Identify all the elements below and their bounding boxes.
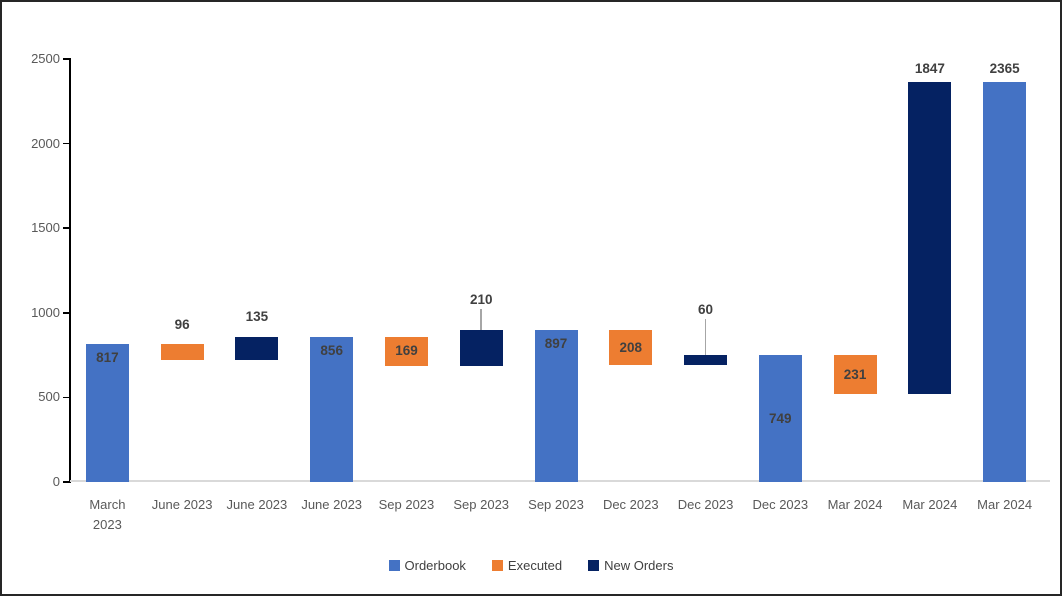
x-axis-category-label: June 2023 [136,495,228,515]
bar-value-label: 169 [395,343,418,359]
x-axis-category-line: June 2023 [151,497,213,512]
y-axis-line [69,58,71,483]
bar-orderbook [310,337,354,482]
label-leader-line [480,309,482,331]
bar-value-label: 210 [469,292,493,308]
bar-value-label: 208 [619,339,643,355]
x-axis-category-label: Mar 2024 [959,495,1051,515]
bar-value-label: 1847 [914,60,945,76]
label-leader-line [704,319,707,356]
bar-executed [384,337,428,366]
x-axis-category-label: June 2023 [211,495,303,515]
y-axis-tick-label: 2500 [31,51,60,66]
legend-item-new-orders: New Orders [588,558,673,573]
x-axis-category-line: Dec 2023 [752,497,809,512]
bar-new-orders [459,330,503,366]
x-axis-category-label: Mar 2024 [809,495,901,515]
legend-label: New Orders [604,558,674,573]
y-axis-tick [63,396,70,399]
bar-value-label: 135 [245,309,269,325]
y-axis-tick-label: 1000 [31,304,60,320]
bar-value-label: 856 [320,343,343,359]
x-axis-category-line: March [89,497,126,512]
x-axis-category-label: June 2023 [286,495,378,515]
x-axis-category-line: Dec 2023 [602,497,659,512]
x-axis-category-line: Mar 2024 [827,497,883,512]
x-axis-category-line: Sep 2023 [378,497,435,512]
x-axis-category-label: Sep 2023 [510,495,602,515]
bar-value-label: 817 [96,349,119,365]
bar-orderbook [758,355,802,482]
bar-value-label: 2365 [989,60,1020,76]
x-axis-category-label: Sep 2023 [360,495,452,515]
legend-item-executed: Executed [491,558,563,573]
x-axis-category-line: 2023 [92,517,122,532]
bar-new-orders [684,355,728,366]
y-axis-tick-label: 500 [38,389,60,405]
y-axis-tick [63,312,70,314]
legend-swatch-icon [388,560,400,571]
y-axis-tick [63,481,70,483]
legend-item-orderbook: Orderbook [388,558,466,573]
x-axis-category-line: June 2023 [226,497,288,512]
x-axis-category-label: Dec 2023 [734,495,826,515]
bar-executed [833,355,877,395]
bar-value-label: 231 [843,366,867,382]
x-axis-category-label: Mar 2024 [884,495,976,515]
chart-legend: Orderbook Executed New Orders [2,558,1060,573]
bar-executed [160,343,204,360]
bar-value-label: 749 [769,410,792,426]
x-axis-category-line: June 2023 [301,497,363,512]
bar-executed [609,330,653,366]
bar-orderbook [983,81,1027,482]
legend-swatch-icon [588,560,600,571]
bar-value-label: 897 [544,336,568,352]
y-axis-tick-label: 0 [52,474,60,489]
y-axis-tick [63,58,70,60]
y-axis-tick-label: 1500 [31,220,60,236]
bar-value-label: 60 [698,302,714,318]
x-axis-category-line: Mar 2024 [977,497,1033,512]
bar-orderbook [85,343,129,482]
y-axis-tick [63,227,70,229]
y-axis-tick-label: 2000 [31,135,60,151]
bar-new-orders [908,81,952,395]
x-axis-category-label: Dec 2023 [660,495,752,515]
legend-swatch-icon [491,560,503,571]
bar-value-label: 96 [174,316,190,332]
x-axis-category-label: Sep 2023 [435,495,527,515]
legend-label: Orderbook [404,558,466,573]
x-axis-category-line: Sep 2023 [528,497,584,512]
y-axis-tick [63,142,70,145]
x-axis-category-line: Mar 2024 [902,497,958,512]
bar-orderbook [534,330,578,482]
x-axis-category-label: March 2023 [61,495,153,535]
bar-new-orders [235,337,279,360]
x-axis-category-line: Dec 2023 [677,497,734,512]
legend-label: Executed [507,558,563,573]
x-axis-category-line: Sep 2023 [453,497,510,512]
x-axis-category-label: Dec 2023 [585,495,677,515]
